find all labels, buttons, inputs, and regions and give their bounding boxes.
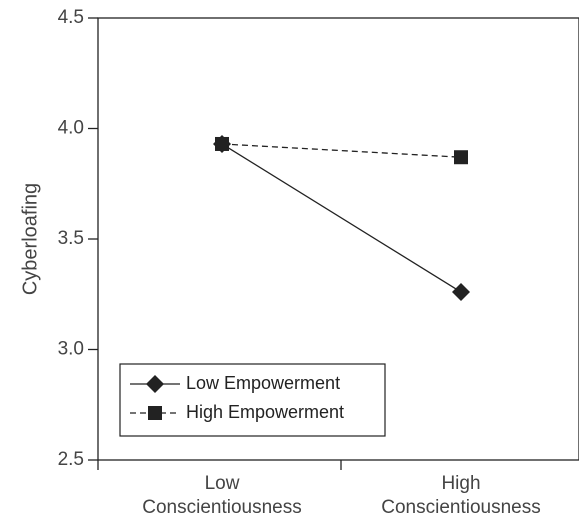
legend-label: Low Empowerment <box>186 373 340 393</box>
legend-label: High Empowerment <box>186 402 344 422</box>
x-tick-label: Low <box>205 473 240 494</box>
x-tick-label: Conscientiousness <box>142 497 301 518</box>
series-layer <box>213 134 470 302</box>
x-tick-label: Conscientiousness <box>381 497 540 518</box>
series-high-empowerment <box>215 136 468 165</box>
legend-box <box>119 363 386 437</box>
y-tick-label: 3.5 <box>58 228 84 249</box>
data-point-diamond <box>146 375 164 393</box>
data-point-square <box>215 136 229 151</box>
y-tick-label: 3.0 <box>58 339 84 360</box>
data-point-diamond <box>452 283 470 302</box>
y-axis-label: Cyberloafing <box>19 183 41 295</box>
y-tick-label: 4.0 <box>58 118 84 139</box>
y-tick-label: 2.5 <box>58 449 84 470</box>
x-axis-ticks: Low Conscientiousness High Conscientiousnes… <box>97 460 541 518</box>
x-tick-label: High <box>441 473 480 494</box>
series-low-empowerment <box>213 134 470 302</box>
series-line <box>221 143 462 158</box>
legend: Low Empowerment High Empowerment <box>119 363 386 437</box>
data-point-square <box>454 150 468 165</box>
data-point-square <box>148 406 162 420</box>
y-tick-label: 4.5 <box>58 7 84 28</box>
y-axis-ticks: 2.5 3.0 3.5 4.0 4.5 <box>58 7 98 470</box>
series-line <box>221 143 462 293</box>
